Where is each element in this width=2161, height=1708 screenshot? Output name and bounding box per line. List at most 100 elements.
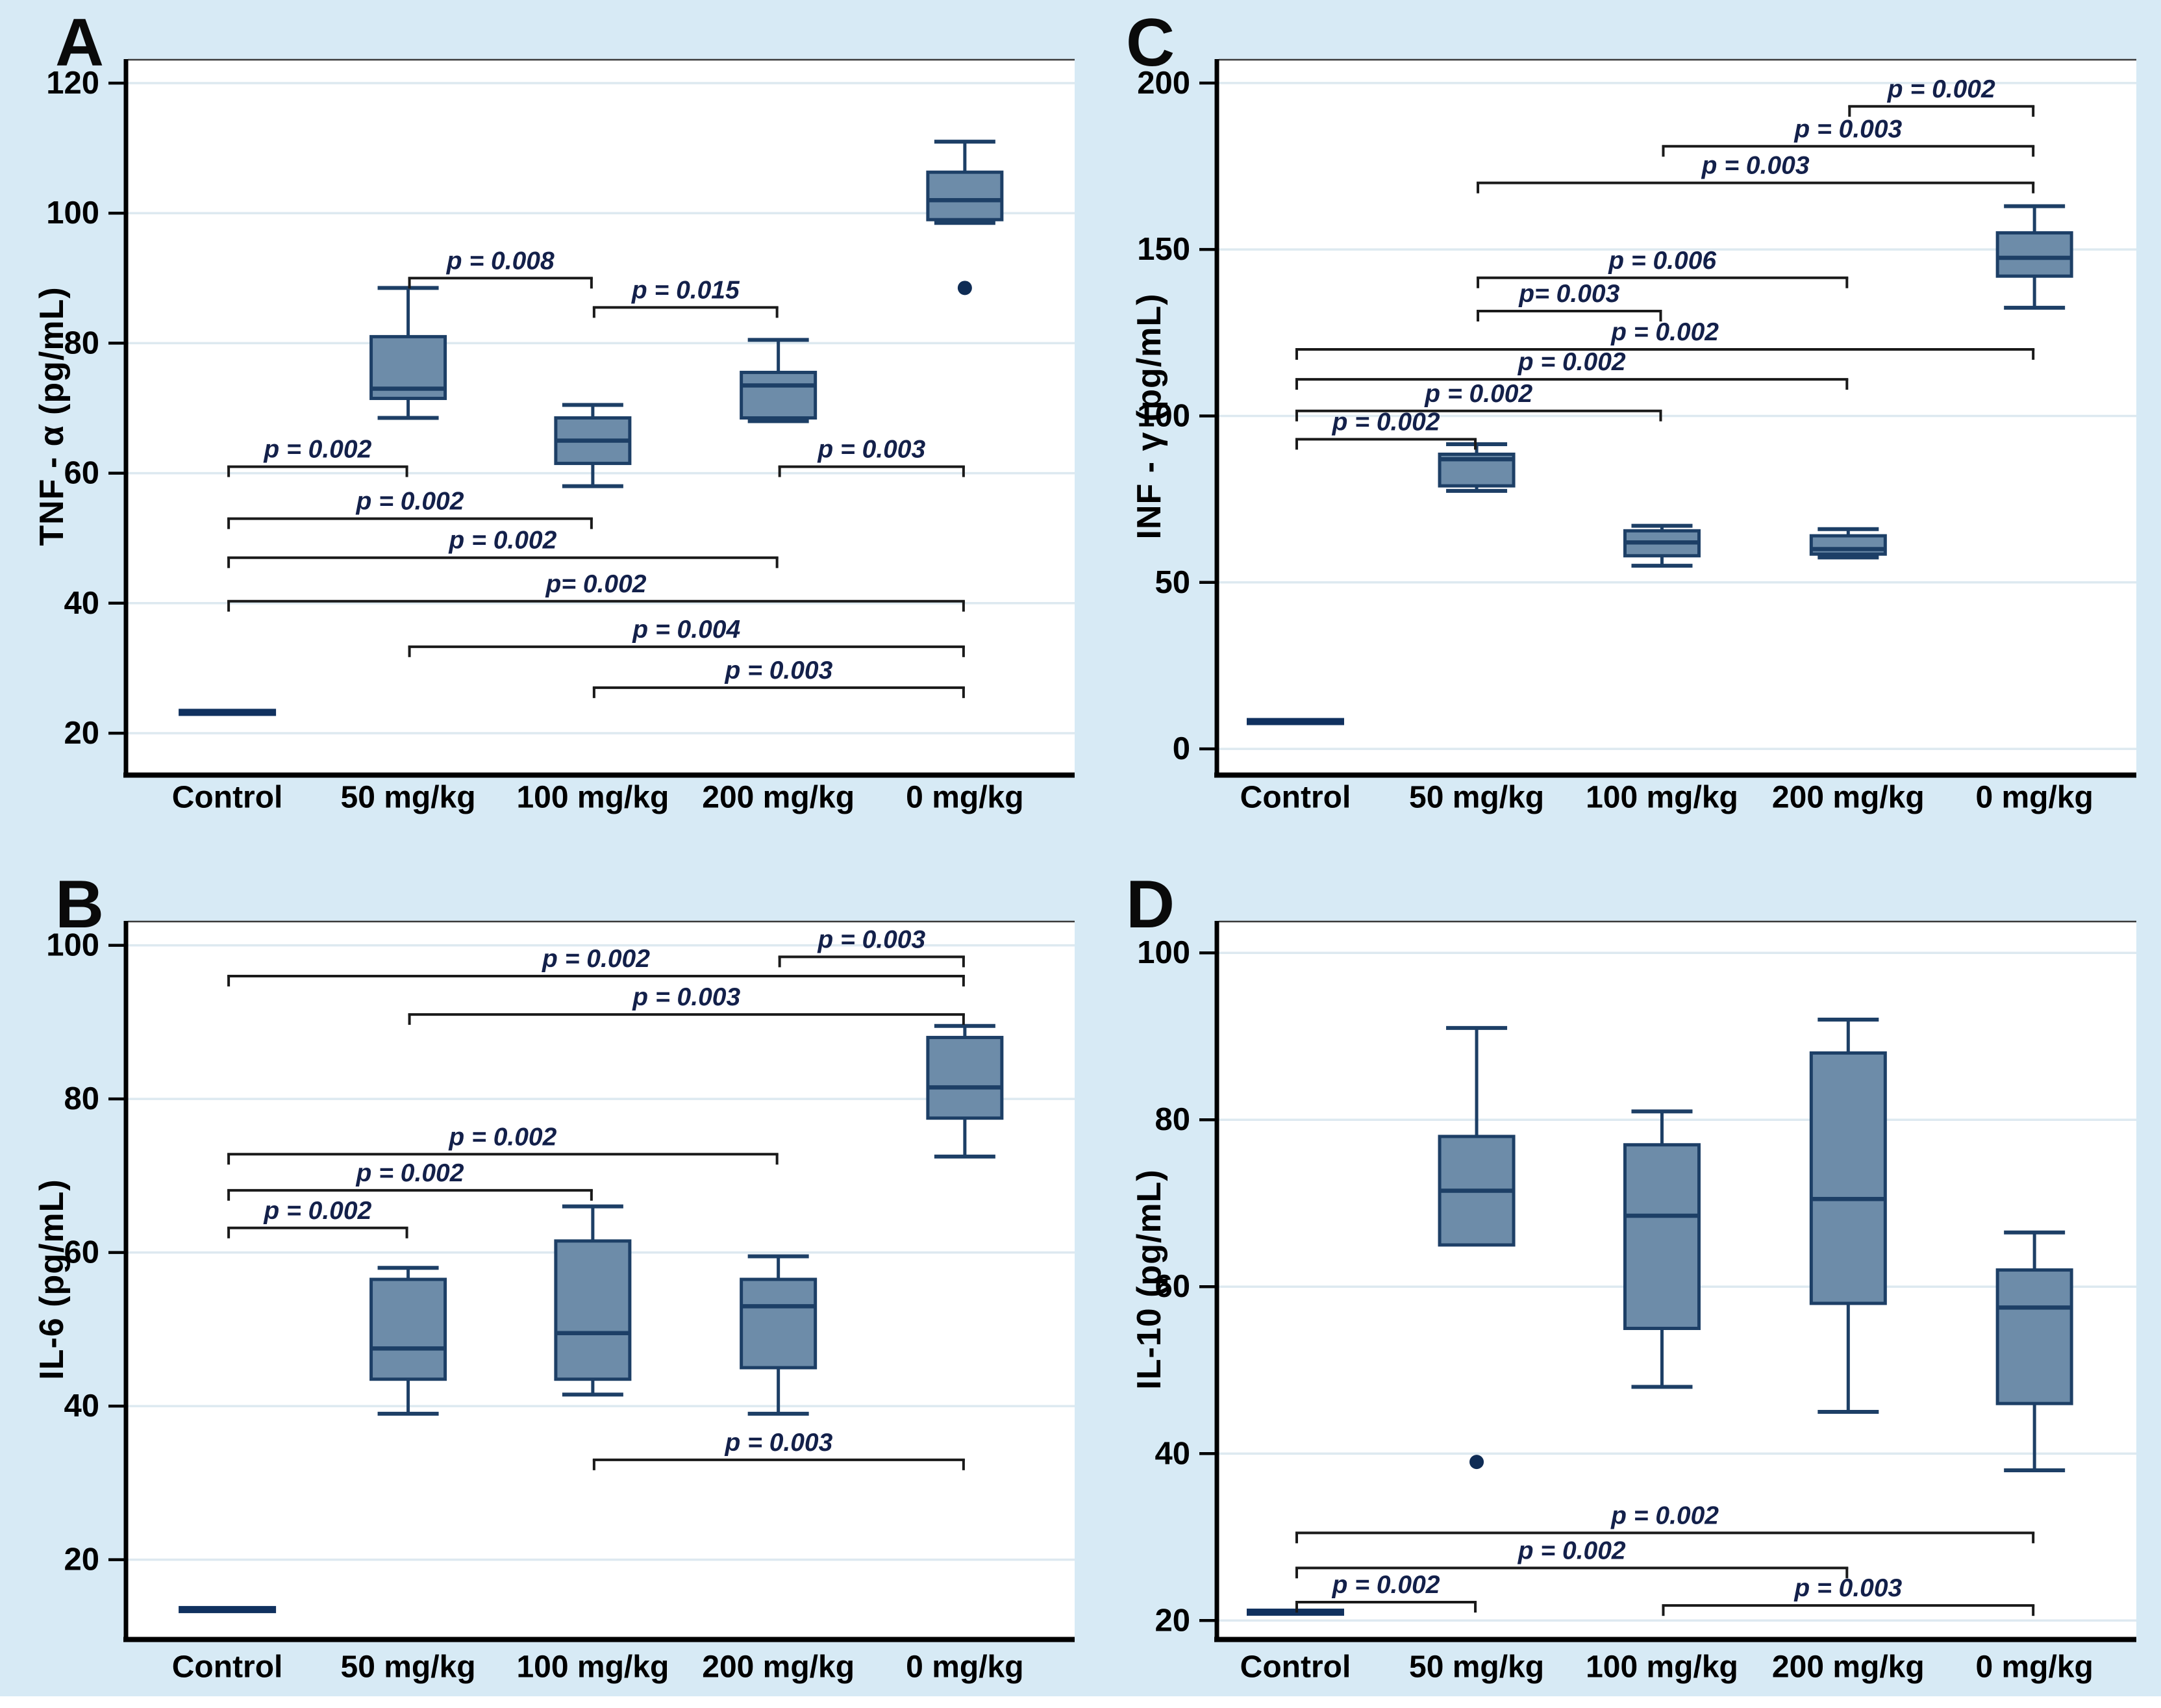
p-value-label: p = 0.002 xyxy=(356,1159,464,1187)
y-tick-label: 60 xyxy=(64,1235,99,1270)
category-label: 200 mg/kg xyxy=(1772,1650,1925,1685)
category-label: 0 mg/kg xyxy=(1975,781,2093,815)
y-tick-label: 120 xyxy=(46,66,99,101)
p-value-label: p = 0.002 xyxy=(1887,75,1995,103)
panel-a-letter: A xyxy=(55,5,105,81)
box xyxy=(926,170,1004,221)
p-value-label: p = 0.002 xyxy=(448,527,556,555)
category-label: Control xyxy=(172,1650,283,1685)
p-value-label: p = 0.006 xyxy=(1608,247,1716,275)
y-tick-label: 60 xyxy=(1155,1269,1190,1304)
box xyxy=(926,1036,1004,1120)
p-value-label: p = 0.002 xyxy=(1332,408,1440,436)
control-median-bar xyxy=(1246,718,1344,725)
p-value-label: p = 0.015 xyxy=(631,276,740,304)
category-label: 50 mg/kg xyxy=(341,781,476,815)
category-label: 100 mg/kg xyxy=(516,1650,669,1685)
p-value-label: p = 0.003 xyxy=(817,925,925,953)
outlier-point xyxy=(957,281,972,295)
box xyxy=(1995,231,2073,278)
box xyxy=(740,370,818,420)
y-tick-label: 100 xyxy=(46,195,99,231)
y-tick-label: 100 xyxy=(1137,398,1190,433)
p-value-label: p = 0.003 xyxy=(1793,115,1902,143)
y-tick-label: 80 xyxy=(64,325,99,360)
panel-c-letter: C xyxy=(1126,5,1175,81)
p-value-label: p = 0.002 xyxy=(1518,348,1626,376)
box xyxy=(1995,1268,2073,1405)
category-label: 100 mg/kg xyxy=(516,781,669,815)
outlier-point xyxy=(1469,1455,1484,1470)
p-value-label: p = 0.003 xyxy=(724,1429,832,1457)
il10-boxplot-chart: 20 40 60 80 100 IL-10 (pg/mL) Control 50 mg/kg 1… xyxy=(1130,920,2136,1685)
p-value-label: p= 0.003 xyxy=(1518,280,1619,308)
y-tick-label: 50 xyxy=(1155,565,1190,600)
y-tick-label: 40 xyxy=(1155,1436,1190,1471)
panel-d-letter: D xyxy=(1126,867,1175,942)
box xyxy=(1809,1051,1887,1305)
y-tick-label: 20 xyxy=(1155,1603,1190,1638)
p-value-label: p = 0.003 xyxy=(1701,152,1810,180)
category-label: 200 mg/kg xyxy=(1772,781,1925,815)
category-label: 0 mg/kg xyxy=(906,1650,1023,1685)
category-label: Control xyxy=(1240,781,1351,815)
p-value-label: p = 0.003 xyxy=(817,436,925,464)
y-axis-title: IL-6 (pg/mL) xyxy=(33,1179,71,1380)
y-tick-label: 60 xyxy=(64,456,99,491)
y-axis-title: IL-10 (pg/mL) xyxy=(1130,1169,1168,1389)
category-label: 50 mg/kg xyxy=(341,1650,476,1685)
category-label: 0 mg/kg xyxy=(906,781,1023,815)
p-value-label: p = 0.004 xyxy=(632,616,740,644)
y-tick-label: 80 xyxy=(64,1081,99,1116)
p-value-label: p = 0.002 xyxy=(263,436,371,464)
control-median-bar xyxy=(179,709,277,716)
box xyxy=(1623,1143,1701,1331)
category-label: Control xyxy=(172,781,283,815)
p-value-label: p = 0.002 xyxy=(263,1197,371,1225)
category-label: 0 mg/kg xyxy=(1975,1650,2093,1685)
panel-b: B 20 40 60 80 100 IL-6 (pg/mL) Control 50 mg/kg… xyxy=(0,854,1080,1708)
inf-gamma-boxplot-chart: 0 50 100 150 200 INF - γ (pg/mL) Control 50 mg/… xyxy=(1130,58,2136,815)
y-tick-label: 150 xyxy=(1137,232,1190,267)
p-value-label: p = 0.003 xyxy=(724,657,832,684)
category-label: Control xyxy=(1240,1650,1351,1685)
p-value-label: p = 0.002 xyxy=(542,945,650,973)
panel-b-letter: B xyxy=(55,867,105,942)
p-value-label: p = 0.003 xyxy=(1793,1574,1902,1602)
box xyxy=(369,1277,447,1381)
y-tick-label: 20 xyxy=(64,1542,99,1577)
y-axis-title: TNF - α (pg/mL) xyxy=(33,286,71,546)
box xyxy=(740,1277,818,1370)
plot-area xyxy=(128,60,1075,773)
y-tick-label: 80 xyxy=(1155,1102,1190,1137)
category-label: 50 mg/kg xyxy=(1409,781,1544,815)
y-tick-label: 100 xyxy=(46,928,99,963)
p-value-label: p = 0.008 xyxy=(446,247,555,275)
y-tick-label: 40 xyxy=(64,1388,99,1424)
y-tick-label: 100 xyxy=(1137,935,1190,970)
y-tick-label: 0 xyxy=(1173,731,1190,766)
category-label: 200 mg/kg xyxy=(702,781,855,815)
panel-c: C 0 50 100 150 200 INF - γ (pg/mL) Control 50 m… xyxy=(1080,0,2161,854)
p-value-label: p = 0.002 xyxy=(1610,318,1719,346)
category-label: 200 mg/kg xyxy=(702,1650,855,1685)
category-label: 100 mg/kg xyxy=(1586,781,1738,815)
p-value-label: p = 0.002 xyxy=(1332,1571,1440,1599)
p-value-label: p = 0.003 xyxy=(632,983,740,1011)
box xyxy=(1809,534,1887,556)
p-value-label: p = 0.002 xyxy=(1518,1537,1626,1564)
p-value-label: p = 0.002 xyxy=(356,488,464,516)
y-tick-label: 200 xyxy=(1137,66,1190,101)
category-label: 100 mg/kg xyxy=(1586,1650,1738,1685)
y-tick-label: 40 xyxy=(64,586,99,621)
p-value-label: p = 0.002 xyxy=(1424,380,1532,408)
y-tick-label: 20 xyxy=(64,716,99,751)
panel-a: A 20 40 60 80 100 120 TNF - α (pg/mL) Control 50… xyxy=(0,0,1080,854)
y-axis-title: INF - γ (pg/mL) xyxy=(1130,294,1168,540)
control-median-bar xyxy=(179,1605,277,1613)
tnf-alpha-boxplot-chart: 20 40 60 80 100 120 TNF - α (pg/mL) Control 50 m… xyxy=(33,58,1075,815)
p-value-label: p= 0.002 xyxy=(545,570,646,598)
p-value-label: p = 0.002 xyxy=(1610,1501,1719,1529)
box xyxy=(554,1239,632,1381)
panel-d: D 20 40 60 80 100 IL-10 (pg/mL) Control 50 mg/k… xyxy=(1080,854,2161,1708)
